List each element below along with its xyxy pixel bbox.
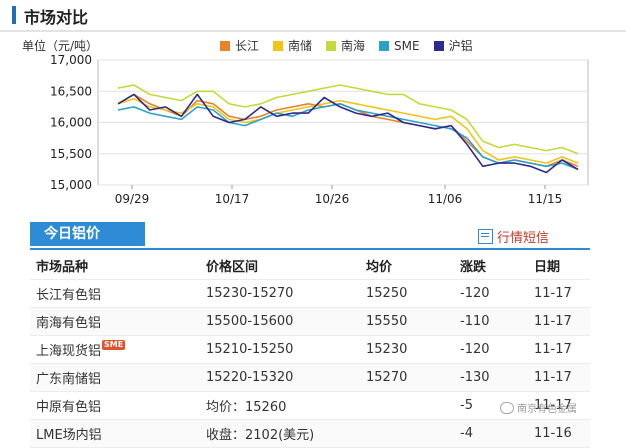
sms-link-label: 行情短信: [497, 231, 550, 246]
market-name: 南海有色铝: [30, 307, 205, 336]
sms-link[interactable]: 行情短信: [478, 227, 549, 246]
table-row[interactable]: LME场内铝 收盘：2102(美元) -4 11-16: [30, 419, 590, 448]
price-date: 11-17: [533, 307, 590, 336]
y-tick-label: 16,000: [50, 116, 92, 130]
price-date: 11-17: [533, 279, 590, 308]
legend-label: SME: [394, 38, 420, 53]
legend-item-nanchu[interactable]: 南储: [273, 37, 312, 54]
legend-label: 南海: [341, 39, 366, 53]
average-price: 15250: [365, 279, 459, 308]
x-tick-label: 10/26: [315, 192, 350, 206]
watermark-text: 南京有色金属: [517, 404, 577, 415]
column-header: 市场品种: [30, 252, 205, 280]
table-row[interactable]: 广东南储铝 15220-15320 15270 -130 11-17: [30, 363, 590, 392]
price-line-chart: 17,000 16,500 16,000 15,500 15,000 09/29 10/17…: [50, 53, 589, 206]
legend-swatch: [433, 40, 444, 51]
average-price: [365, 391, 459, 420]
y-tick-label: 16,500: [50, 84, 92, 98]
average-price: [365, 419, 459, 448]
price-change: -110: [459, 307, 533, 336]
table-row[interactable]: 南海有色铝 15500-15600 15550 -110 11-17: [30, 307, 590, 336]
page-title: 市场对比: [24, 8, 89, 27]
x-tick-label: 09/29: [115, 192, 150, 206]
tab-today-aluminum-price[interactable]: 今日铝价: [30, 222, 145, 246]
x-tick-label: 10/17: [215, 192, 250, 206]
price-change: -130: [459, 363, 533, 392]
price-range: 均价：15260: [205, 391, 365, 420]
y-tick-label: 15,500: [50, 147, 92, 161]
series-line-长江: [117, 93, 579, 168]
y-tick-label: 15,000: [50, 178, 92, 192]
column-header: 涨跌: [459, 252, 533, 280]
price-table: 市场品种 价格区间 均价 涨跌 日期 长江有色铝 15230-15270 152…: [30, 252, 590, 448]
watermark: 南京有色金属: [500, 400, 577, 415]
market-name: LME场内铝: [30, 419, 205, 448]
legend-item-changjiang[interactable]: 长江: [220, 37, 259, 54]
legend-label: 长江: [235, 39, 260, 53]
legend-label: 南储: [288, 39, 313, 53]
tab-strip: [30, 224, 590, 250]
column-header: 均价: [365, 252, 459, 280]
legend-swatch: [220, 40, 230, 51]
price-range: 15230-15270: [205, 279, 365, 308]
chart-legend: 长江 南储 南海 SME 沪铝: [220, 37, 487, 54]
price-range: 15210-15250: [205, 335, 365, 364]
legend-swatch: [273, 40, 284, 51]
price-date: 11-16: [533, 419, 590, 448]
average-price: 15550: [365, 307, 459, 336]
series-line-南储: [117, 97, 579, 164]
price-change: -4: [459, 419, 533, 448]
legend-item-hulv[interactable]: 沪铝: [433, 37, 473, 54]
table-row[interactable]: 中原有色铝 均价：15260 -5 11-17: [30, 391, 590, 420]
price-date: 11-17: [533, 335, 590, 364]
series-line-南海: [117, 84, 579, 155]
chart-unit-label: 单位（元/吨）: [22, 39, 99, 53]
price-change: -5: [459, 391, 533, 420]
column-header: 价格区间: [205, 252, 365, 280]
table-header-row: 市场品种 价格区间 均价 涨跌 日期: [30, 252, 590, 280]
market-name: 广东南储铝: [30, 363, 205, 392]
legend-swatch: [379, 40, 390, 51]
average-price: 15270: [365, 363, 459, 392]
legend-label: 沪铝: [448, 39, 473, 53]
market-name: 长江有色铝: [30, 279, 205, 308]
market-name: 中原有色铝: [30, 391, 205, 420]
price-change: -120: [459, 279, 533, 308]
sme-badge: SME: [102, 340, 126, 350]
x-tick-label: 11/06: [428, 192, 463, 206]
average-price: 15230: [365, 335, 459, 364]
message-icon: [478, 229, 493, 244]
price-date: 11-17: [533, 363, 590, 392]
table-row[interactable]: 上海现货铝 SME 15210-15250 15230 -120 11-17: [30, 335, 590, 364]
series-line-SME: [117, 102, 579, 171]
section-header: 市场对比: [0, 0, 626, 32]
price-change: -120: [459, 335, 533, 364]
y-tick-label: 17,000: [50, 53, 92, 67]
price-range: 收盘：2102(美元): [205, 419, 365, 448]
x-tick-label: 11/15: [528, 192, 563, 206]
price-range: 15500-15600: [205, 307, 365, 336]
price-date: 11-17: [533, 391, 590, 420]
legend-swatch: [326, 40, 337, 51]
price-range: 15220-15320: [205, 363, 365, 392]
wechat-icon: [500, 401, 514, 414]
market-name: 上海现货铝: [36, 344, 102, 359]
series-line-沪铝: [117, 93, 579, 174]
legend-item-sme[interactable]: SME: [379, 37, 420, 54]
column-header: 日期: [533, 252, 590, 280]
legend-item-nanhai[interactable]: 南海: [326, 37, 365, 54]
header-accent-bar: [12, 6, 16, 24]
market-name-cell: 上海现货铝 SME: [30, 335, 205, 364]
table-row[interactable]: 长江有色铝 15230-15270 15250 -120 11-17: [30, 279, 590, 308]
